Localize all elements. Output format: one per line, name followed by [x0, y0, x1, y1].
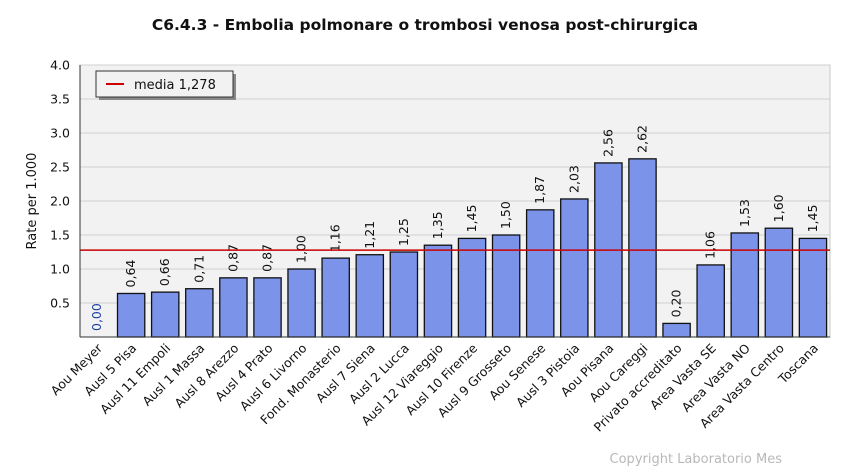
y-axis-ticks: 0.5 1.0 1.5 2.0 2.5 3.0 3.5 4.0	[50, 58, 70, 311]
bar-value-label: 1,45	[464, 205, 479, 233]
bar-value-label: 1,87	[532, 176, 547, 204]
bar-value-label: 1,21	[362, 221, 377, 249]
copyright-text: Copyright Laboratorio Mes	[610, 452, 783, 467]
bar	[423, 244, 453, 338]
bar-value-label: 1,00	[294, 235, 309, 263]
bar-value-label: 0,00	[89, 303, 104, 331]
legend-label: media 1,278	[134, 78, 216, 93]
bar	[355, 254, 385, 338]
bar-value-label: 0,71	[191, 255, 206, 283]
bar-value-label: 2,56	[600, 129, 615, 157]
y-tick-label: 3.0	[50, 126, 70, 141]
bar-value-label: 0,20	[669, 290, 684, 318]
y-tick-label: 1.5	[50, 228, 70, 243]
bar	[116, 292, 146, 338]
y-tick-label: 0.5	[50, 296, 70, 311]
bar	[764, 227, 794, 338]
bar-value-label: 1,50	[498, 201, 513, 229]
bar	[219, 277, 248, 338]
bar-value-label: 1,45	[805, 205, 820, 233]
bar	[798, 237, 828, 338]
bar	[389, 251, 419, 338]
bar-value-label: 1,25	[396, 218, 411, 246]
bar-value-label: 1,60	[771, 194, 786, 222]
bar-value-label: 0,64	[123, 260, 138, 288]
y-axis-label: Rate per 1.000	[25, 153, 40, 250]
bar	[730, 232, 760, 338]
y-tick-label: 1.0	[50, 262, 70, 277]
bar	[185, 288, 214, 338]
bar	[628, 158, 657, 338]
bar-value-label: 0,87	[225, 244, 240, 272]
bar-value-label: 1,16	[328, 224, 343, 252]
bar	[321, 257, 350, 338]
bar-value-label: 1,35	[430, 211, 445, 239]
bar-value-label: 1,53	[737, 199, 752, 227]
y-tick-label: 2.0	[50, 194, 70, 209]
bar-value-label: 1,06	[703, 231, 718, 259]
bar	[253, 277, 282, 338]
bar-value-label: 2,62	[635, 125, 650, 153]
bar-value-label: 0,66	[157, 258, 172, 286]
y-tick-label: 4.0	[50, 58, 70, 73]
bar-value-label: 2,03	[566, 165, 581, 193]
legend: media 1,278	[95, 70, 236, 100]
bar	[696, 264, 725, 338]
chart-title: C6.4.3 - Embolia polmonare o trombosi ve…	[152, 16, 698, 34]
bar	[150, 291, 180, 338]
bar	[560, 198, 589, 338]
bar	[525, 209, 555, 338]
bar-value-label: 0,87	[260, 244, 275, 272]
bars: 0,00 0,64 0,66 0,71 0,87 0,87 1,00 1,16 1,21 1,25…	[89, 125, 828, 338]
bar	[287, 268, 316, 338]
bar	[457, 237, 487, 338]
y-tick-label: 3.5	[50, 92, 70, 107]
bar	[662, 322, 691, 338]
y-tick-label: 2.5	[50, 160, 70, 175]
